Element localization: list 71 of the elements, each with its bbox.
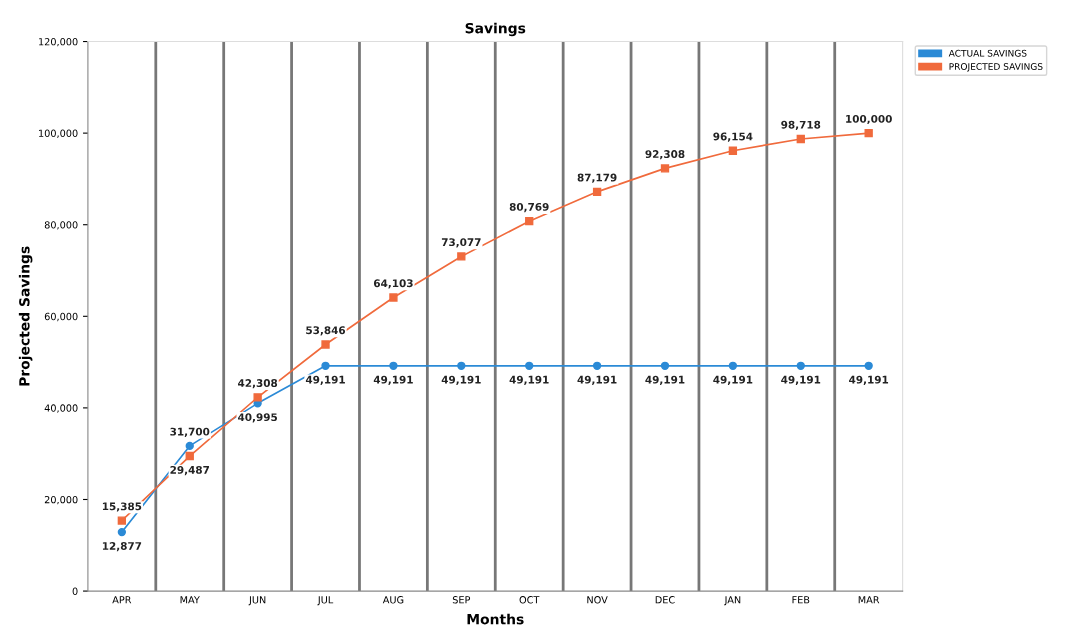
x-tick-label: JAN [724, 596, 741, 606]
data-label: 31,700 [170, 427, 210, 437]
y-axis-title: Projected Savings [18, 246, 33, 386]
point [185, 441, 194, 451]
data-label: 12,877 [102, 542, 142, 552]
y-tick-label: 40,000 [44, 404, 78, 413]
data-label: 49,191 [645, 375, 685, 385]
data-label: 80,769 [509, 202, 549, 213]
point [253, 393, 262, 402]
x-tick-label: SEP [452, 596, 471, 604]
point [389, 361, 398, 370]
point [592, 361, 602, 370]
data-label: 49,191 [509, 375, 549, 385]
x-tick-label: MAR [858, 596, 880, 604]
point [525, 361, 534, 370]
x-tick-label: MAY [180, 596, 200, 604]
point [660, 361, 670, 370]
data-label: 49,191 [441, 375, 481, 385]
point [660, 164, 670, 173]
x-tick-label: NOV [587, 596, 608, 604]
point [796, 134, 805, 144]
data-label: 64,103 [373, 279, 413, 289]
data-label: 96,154 [713, 132, 753, 142]
point [728, 361, 738, 370]
point [117, 527, 127, 537]
data-label: 87,179 [577, 173, 617, 183]
y-tick-label: 20,000 [44, 495, 78, 505]
y-tick-label: 120,000 [39, 38, 78, 47]
point [525, 217, 534, 226]
data-label: 53,846 [306, 326, 346, 336]
chart-title: Savings [465, 22, 526, 37]
y-tick-label: 60,000 [44, 312, 78, 322]
x-tick-label: JUN [248, 596, 266, 606]
x-tick-label: APR [112, 596, 132, 604]
point [185, 451, 194, 461]
point [457, 361, 466, 370]
x-tick-label: OCT [519, 596, 540, 604]
point [728, 146, 738, 155]
point [864, 128, 873, 138]
x-tick-label: JUL [317, 596, 334, 606]
data-label: 100,000 [846, 114, 892, 125]
point [117, 516, 127, 525]
legend-label: PROJECTED SAVINGS [949, 63, 1043, 72]
y-tick-label: 100,000 [39, 129, 78, 138]
y-tick-label: 0 [72, 587, 78, 595]
y-tick-label: 80,000 [44, 221, 78, 230]
data-label: 49,191 [373, 375, 413, 385]
x-tick-label: FEB [792, 596, 810, 604]
legend-label: ACTUAL SAVINGS [948, 49, 1027, 57]
data-label: 98,718 [781, 120, 821, 130]
point [321, 361, 330, 370]
point [796, 361, 805, 370]
x-tick-label: DEC [655, 596, 675, 604]
data-label: 92,308 [645, 150, 685, 160]
data-label: 29,487 [170, 465, 210, 476]
point [457, 252, 466, 261]
x-tick-label: AUG [382, 596, 404, 604]
data-label: 40,995 [238, 413, 278, 423]
point [864, 361, 873, 370]
data-label: 49,191 [781, 375, 821, 385]
data-label: 73,077 [441, 238, 481, 248]
x-axis-title: Months [467, 613, 524, 625]
data-label: 42,308 [238, 379, 278, 389]
data-label: 49,191 [713, 375, 753, 385]
data-label: 15,385 [102, 502, 142, 512]
point [592, 187, 602, 197]
data-label: 49,191 [305, 375, 345, 385]
data-label: 49,191 [577, 375, 617, 385]
point [389, 293, 398, 302]
point [321, 340, 330, 349]
data-label: 49,191 [849, 375, 889, 385]
